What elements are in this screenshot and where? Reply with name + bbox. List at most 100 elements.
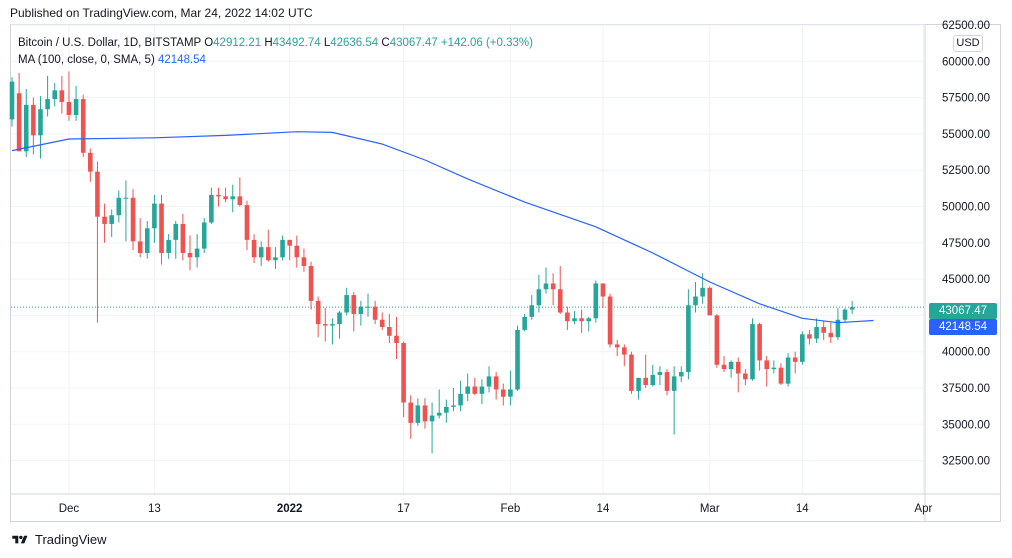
candle: [244, 200, 250, 251]
y-tick-label: 35000.00: [942, 419, 990, 431]
candle-body: [500, 389, 506, 397]
candle-body: [123, 197, 129, 199]
candle-body: [201, 222, 207, 249]
candle: [422, 398, 428, 429]
candle-body: [287, 239, 292, 246]
candle: [408, 395, 414, 439]
candle-body: [600, 283, 606, 297]
candle: [294, 235, 300, 268]
candle-body: [707, 287, 713, 316]
candle-body: [643, 377, 648, 386]
candle: [664, 369, 670, 396]
candle-body: [444, 406, 449, 413]
candle-body: [216, 194, 221, 197]
candle-body: [251, 239, 257, 258]
candle: [429, 402, 435, 454]
candle-body: [750, 324, 755, 380]
candle-body: [372, 306, 378, 320]
candle-body: [401, 342, 406, 403]
x-tick-label: 14: [796, 503, 809, 515]
candle-body: [614, 344, 620, 348]
candle: [251, 234, 257, 264]
candle-body: [187, 252, 193, 258]
candle-body: [814, 327, 819, 339]
y-tick-label: 55000.00: [942, 129, 990, 141]
candle: [728, 360, 734, 378]
candle: [493, 372, 499, 400]
candle-body: [394, 335, 399, 343]
candle-body: [16, 93, 22, 152]
candle-body: [664, 372, 670, 391]
footer[interactable]: TradingView: [10, 532, 107, 547]
candle-body: [508, 389, 513, 397]
candle: [593, 280, 599, 323]
candle: [344, 287, 349, 316]
candle-body: [31, 104, 36, 136]
candle: [379, 312, 385, 330]
candle-body: [73, 99, 79, 116]
candle: [814, 318, 819, 343]
candle: [266, 229, 271, 262]
candle-body: [479, 386, 485, 394]
candle: [721, 356, 727, 373]
x-axis: Dec 13 2022 17 Feb 14 Mar 14 Apr: [11, 493, 1000, 515]
candle: [764, 356, 770, 387]
candle: [38, 96, 43, 159]
candles: [9, 71, 855, 454]
candle: [678, 366, 684, 383]
y-axis: 32500.0035000.0037500.0040000.0042500.00…: [924, 20, 990, 521]
candle-body: [365, 306, 371, 308]
candle: [166, 234, 171, 259]
candle-body: [650, 374, 656, 386]
candle: [500, 383, 506, 406]
candle-body: [657, 372, 663, 375]
candle: [465, 373, 470, 402]
candle-body: [743, 373, 748, 380]
candle: [187, 235, 193, 271]
candle: [330, 318, 335, 345]
close-label: C: [381, 37, 390, 49]
candle: [586, 316, 592, 332]
candle: [849, 300, 855, 314]
candle: [436, 389, 442, 419]
candle-body: [451, 405, 456, 407]
candle-body: [593, 283, 599, 319]
candle-body: [194, 248, 200, 258]
candle-body: [721, 364, 727, 370]
candle-body: [415, 405, 421, 423]
candle-body: [728, 361, 734, 370]
high-value: 43492.74: [272, 37, 321, 49]
candle-body: [436, 412, 442, 416]
currency-button[interactable]: USD: [953, 35, 983, 52]
candle: [201, 218, 207, 253]
candle: [557, 266, 563, 314]
candle: [301, 248, 307, 272]
candle-body: [714, 315, 720, 365]
candle-body: [152, 203, 157, 229]
candle-body: [828, 332, 834, 338]
candle: [31, 97, 36, 155]
candle: [401, 341, 406, 418]
candle-body: [408, 402, 414, 423]
candle: [358, 300, 364, 326]
grid: [11, 24, 925, 494]
candle: [59, 75, 65, 114]
candle-body: [800, 334, 805, 362]
candle-body: [771, 367, 777, 370]
y-tick-label: 47500.00: [942, 238, 990, 250]
ohlc-row: Bitcoin / U.S. Dollar, 1D, BITSTAMP O429…: [18, 35, 533, 52]
candle-body: [109, 215, 114, 224]
candle-body: [237, 196, 243, 206]
candle-body: [23, 104, 29, 152]
candle: [743, 369, 748, 386]
candle: [130, 189, 136, 251]
candle: [529, 295, 535, 320]
candle-body: [629, 354, 634, 391]
candle-body: [536, 289, 542, 306]
candle-body: [308, 266, 314, 301]
candle-body: [180, 223, 186, 253]
candle: [458, 380, 463, 412]
candle: [451, 388, 456, 412]
candle: [807, 329, 812, 345]
